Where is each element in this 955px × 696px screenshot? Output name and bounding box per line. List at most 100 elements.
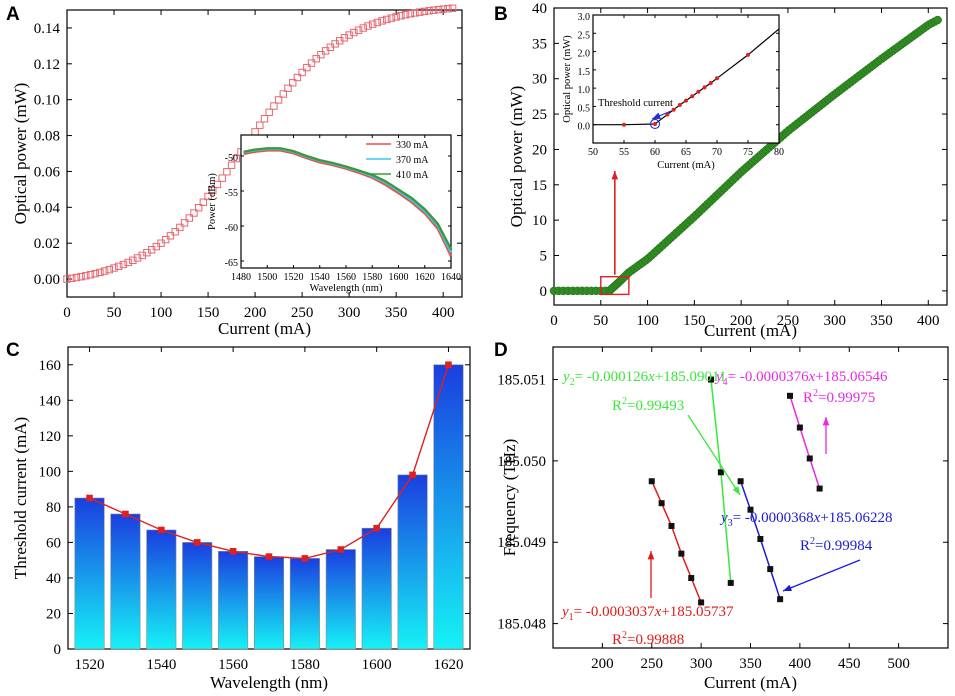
threshold-arrow <box>651 110 672 120</box>
data-point <box>345 31 353 39</box>
y-tick-label: 25 <box>532 107 547 123</box>
r2-label: R2=0.99888 <box>612 630 684 648</box>
x-axis-label: Current (mA) <box>704 321 797 340</box>
x-tick-label: 80 <box>774 147 784 158</box>
arrow-head <box>647 551 655 560</box>
data-point <box>204 192 212 201</box>
data-point <box>274 96 283 104</box>
trend-marker <box>229 547 237 555</box>
data-point <box>213 180 222 189</box>
panel-b: B 0 50 100 150 200 250 300 350 400 0 5 10 15 20 25 30 35 4… <box>494 1 948 340</box>
y-tick-label: 1.5 <box>578 67 591 78</box>
data-point <box>717 469 724 476</box>
y-axis-label: Optical power (mW) <box>11 83 30 225</box>
x-tick-label: 1620 <box>433 657 463 673</box>
x-tick-label: 1540 <box>310 272 330 283</box>
data-point <box>293 73 302 82</box>
y-tick-label: 0.04 <box>34 200 61 216</box>
data-point <box>223 168 231 176</box>
data-point <box>260 115 269 123</box>
bar <box>218 550 249 650</box>
data-point <box>668 522 675 529</box>
x-tick-label: 1560 <box>218 657 248 673</box>
data-point <box>678 550 685 557</box>
x-tick-label: 300 <box>338 305 361 321</box>
data-point <box>439 5 447 13</box>
y-tick-label: 15 <box>532 178 547 194</box>
x-axis-label: Current (mA) <box>704 673 797 692</box>
data-point <box>110 264 118 272</box>
trend-marker <box>373 524 380 532</box>
bar <box>110 513 141 650</box>
data-point <box>251 128 259 136</box>
y-tick-label: 2.0 <box>578 49 591 60</box>
data-point <box>648 478 655 485</box>
threshold-label: Threshold current <box>598 98 673 109</box>
equation-label: y4= -0.0000376x+185.06546 <box>714 369 888 388</box>
x-tick-label: 55 <box>619 147 629 158</box>
data-point <box>129 256 137 264</box>
data-point <box>63 275 71 283</box>
data-points <box>63 4 457 283</box>
data-point <box>354 26 363 34</box>
legend-label: 410 mA <box>396 170 429 181</box>
inset-marker <box>690 94 695 99</box>
bar <box>361 527 392 650</box>
series-y3: y3= -0.0000368x+185.06228 R2=0.99984 <box>719 478 893 603</box>
data-point <box>757 535 764 542</box>
data-point <box>411 9 419 17</box>
arrow-head <box>652 112 661 119</box>
x-tick-label: 300 <box>690 656 713 672</box>
data-point <box>387 14 396 22</box>
y-tick-label: 1.0 <box>578 85 591 96</box>
x-tick-label: 1500 <box>257 272 277 283</box>
arrow-head <box>611 171 619 180</box>
x-tick-label: 1580 <box>290 657 320 673</box>
equation-label: y3= -0.0000368x+185.06228 <box>719 510 893 529</box>
inset-marker <box>653 121 657 126</box>
x-tick-label: 500 <box>887 656 910 672</box>
x-tick-label: 400 <box>432 305 455 321</box>
y-tick-label: 0.06 <box>34 164 61 180</box>
x-tick-label: 400 <box>917 313 940 329</box>
data-point <box>933 15 942 25</box>
panel-label-d: D <box>494 340 508 361</box>
legend-label: 330 mA <box>396 140 429 151</box>
threshold-circle <box>649 118 661 130</box>
x-tick-label: 150 <box>197 305 220 321</box>
x-tick-label: 400 <box>789 656 812 672</box>
x-tick-label: 1560 <box>336 272 356 283</box>
y-tick-label: 5 <box>540 249 548 265</box>
x-axis-label: Current (mA) <box>218 319 311 338</box>
y-tick-label: 60 <box>46 535 61 551</box>
data-point <box>698 599 705 606</box>
y-tick-label: 100 <box>39 464 62 480</box>
arrow-shaft <box>687 414 741 496</box>
data-point <box>383 15 391 24</box>
equation-label: y2= -0.000126x+185.09011 <box>561 369 726 388</box>
data-point <box>350 28 358 37</box>
data-point <box>82 272 90 280</box>
x-axis-label: Wavelength (nm) <box>210 673 328 692</box>
y-tick-label: 160 <box>39 358 62 374</box>
x-tick-label: 1580 <box>362 272 382 283</box>
fit-line <box>651 480 702 603</box>
bar <box>146 529 177 650</box>
annotation-arrow <box>822 417 830 454</box>
bar <box>325 549 356 650</box>
data-point <box>77 272 85 281</box>
panel-label-c: C <box>6 340 20 361</box>
y-tick-label: 120 <box>39 429 62 445</box>
y-tick-label: 35 <box>532 36 547 52</box>
x-tick-label: 450 <box>838 656 861 672</box>
data-point <box>72 273 81 282</box>
y-tick-label: 185.051 <box>497 373 546 389</box>
y-axis-label: Frequency (THz) <box>500 439 519 557</box>
x-tick-label: 300 <box>823 313 846 329</box>
bar <box>182 542 213 650</box>
trend-line <box>89 364 450 560</box>
x-tick-label: 200 <box>730 313 753 329</box>
data-point <box>816 485 823 492</box>
